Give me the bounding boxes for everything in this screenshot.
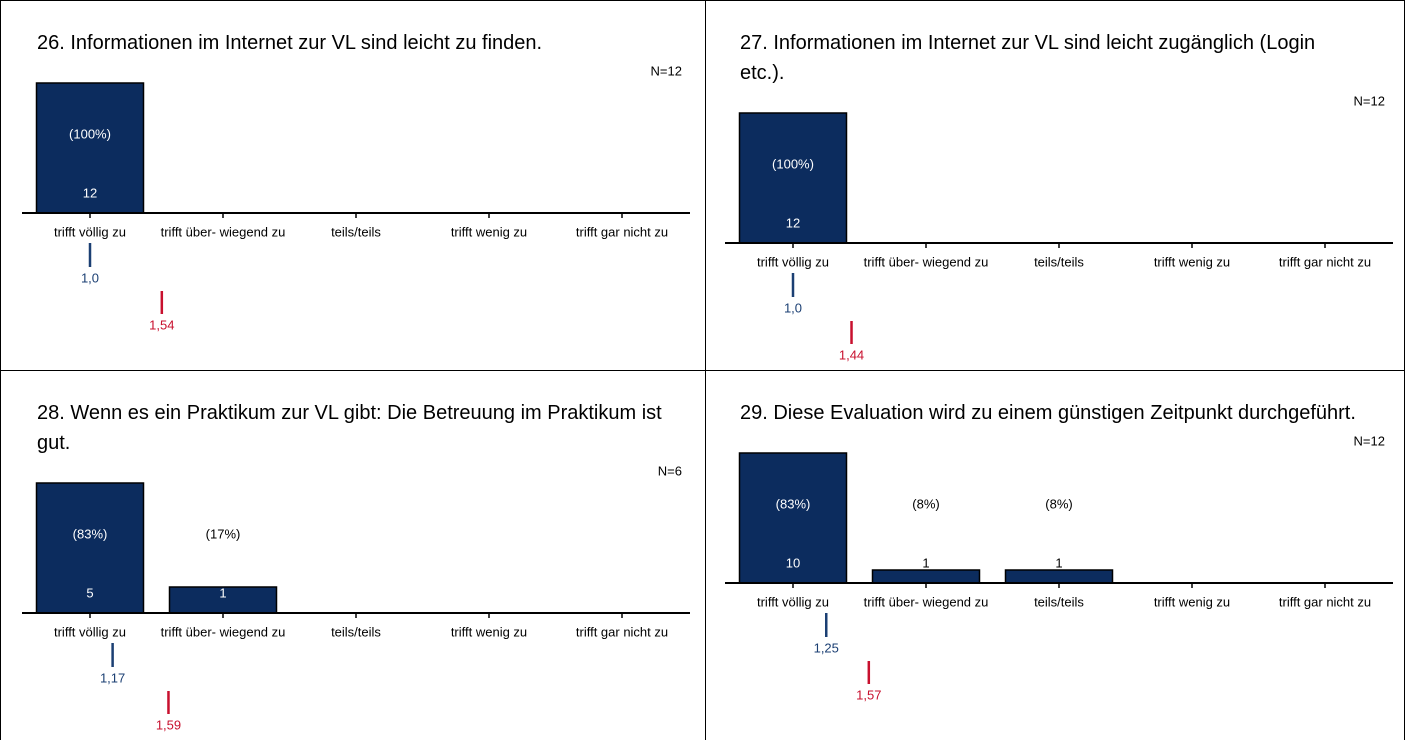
percent-label: (83%) — [776, 496, 811, 511]
chart-title: 29. Diese Evaluation wird zu einem günst… — [740, 402, 1356, 424]
category-label: trifft völlig zu — [757, 594, 829, 609]
mean-label: 1,0 — [784, 300, 802, 315]
percent-label: (17%) — [206, 526, 241, 541]
chart: N=6 (83%) 5 trifft völlig zu (17%) 1 trifft üb… — [22, 463, 690, 732]
bar — [871, 569, 981, 584]
panel: 28. Wenn es ein Praktikum zur VL gibt: D… — [2, 371, 702, 741]
category-label: trifft wenig zu — [1154, 594, 1230, 609]
category-label: trifft völlig zu — [54, 624, 126, 639]
bar — [168, 586, 278, 614]
category-label: trifft völlig zu — [757, 254, 829, 269]
category-label: trifft wenig zu — [451, 624, 527, 639]
percent-label: (8%) — [912, 496, 939, 511]
category-label: teils/teils — [331, 624, 381, 639]
panel: 26. Informationen im Internet zur VL sin… — [2, 1, 702, 371]
count-label: 12 — [786, 215, 800, 230]
chart: N=12 (83%) 10 trifft völlig zu (8%) 1 trifft ü… — [725, 433, 1393, 702]
category-label: trifft gar nicht zu — [1279, 594, 1371, 609]
category-label: trifft gar nicht zu — [1279, 254, 1371, 269]
comparison-label: 1,59 — [156, 717, 181, 732]
count-label: 10 — [786, 555, 800, 570]
chart-title: 27. Informationen im Internet zur VL sin… — [740, 32, 1316, 84]
bar — [1004, 569, 1114, 584]
count-label: 5 — [86, 585, 93, 600]
category-label: teils/teils — [1034, 594, 1084, 609]
bar — [738, 452, 848, 584]
border — [0, 0, 1, 740]
border — [0, 0, 1405, 1]
n-label: N=12 — [651, 63, 682, 78]
n-label: N=12 — [1354, 93, 1385, 108]
category-label: teils/teils — [331, 224, 381, 239]
mean-label: 1,0 — [81, 270, 99, 285]
comparison-label: 1,57 — [856, 687, 881, 702]
percent-label: (8%) — [1045, 496, 1072, 511]
category-label: trifft über- wiegend zu — [161, 224, 286, 239]
panel: 29. Diese Evaluation wird zu einem günst… — [705, 371, 1405, 741]
mean-label: 1,25 — [814, 640, 839, 655]
category-label: trifft über- wiegend zu — [864, 594, 989, 609]
category-label: trifft völlig zu — [54, 224, 126, 239]
chart: N=12 (100%) 12 trifft völlig zu trifft über-… — [725, 93, 1393, 362]
category-label: teils/teils — [1034, 254, 1084, 269]
category-label: trifft über- wiegend zu — [161, 624, 286, 639]
count-label: 1 — [1055, 555, 1062, 570]
count-label: 12 — [83, 185, 97, 200]
category-label: trifft gar nicht zu — [576, 224, 668, 239]
comparison-label: 1,44 — [839, 347, 864, 362]
mean-label: 1,17 — [100, 670, 125, 685]
category-label: trifft wenig zu — [1154, 254, 1230, 269]
n-label: N=6 — [658, 463, 682, 478]
border — [0, 370, 1405, 371]
category-label: trifft wenig zu — [451, 224, 527, 239]
count-label: 1 — [922, 555, 929, 570]
bar — [738, 112, 848, 244]
category-label: trifft über- wiegend zu — [864, 254, 989, 269]
count-label: 1 — [219, 585, 226, 600]
percent-label: (83%) — [73, 526, 108, 541]
percent-label: (100%) — [69, 126, 111, 141]
chart-title: 28. Wenn es ein Praktikum zur VL gibt: D… — [37, 402, 662, 454]
category-label: trifft gar nicht zu — [576, 624, 668, 639]
chart: N=12 (100%) 12 trifft völlig zu trifft über-… — [22, 63, 690, 332]
comparison-label: 1,54 — [149, 317, 174, 332]
border — [705, 0, 706, 740]
panel: 27. Informationen im Internet zur VL sin… — [705, 1, 1405, 371]
bar — [35, 82, 145, 214]
n-label: N=12 — [1354, 433, 1385, 448]
percent-label: (100%) — [772, 156, 814, 171]
chart-title: 26. Informationen im Internet zur VL sin… — [37, 32, 543, 54]
